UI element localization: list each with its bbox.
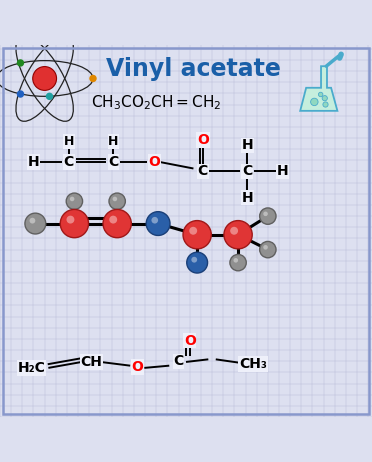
Circle shape xyxy=(260,208,276,225)
Text: CH$_3$CO$_2$CH$\mathdefault{=}$CH$_2$: CH$_3$CO$_2$CH$\mathdefault{=}$CH$_2$ xyxy=(91,93,221,112)
Circle shape xyxy=(183,220,211,249)
Circle shape xyxy=(17,90,24,98)
Text: CH: CH xyxy=(80,355,102,369)
Text: H: H xyxy=(241,190,253,205)
Text: O: O xyxy=(184,334,196,348)
Circle shape xyxy=(103,209,131,237)
Circle shape xyxy=(46,92,53,100)
Circle shape xyxy=(224,220,252,249)
Circle shape xyxy=(60,209,89,237)
Text: O: O xyxy=(148,155,160,169)
Text: C: C xyxy=(108,155,119,169)
Text: H: H xyxy=(277,164,289,178)
Circle shape xyxy=(109,216,117,224)
Polygon shape xyxy=(300,66,337,111)
Text: C: C xyxy=(64,155,74,169)
Circle shape xyxy=(29,218,35,224)
Circle shape xyxy=(318,92,323,97)
Circle shape xyxy=(323,102,328,107)
Circle shape xyxy=(263,245,268,249)
Circle shape xyxy=(67,216,74,224)
Text: H: H xyxy=(108,135,119,148)
Circle shape xyxy=(17,59,24,67)
Text: Vinyl acetate: Vinyl acetate xyxy=(106,57,281,81)
Circle shape xyxy=(260,242,276,258)
Text: H: H xyxy=(28,155,39,169)
Circle shape xyxy=(146,212,170,236)
Circle shape xyxy=(263,212,268,216)
Text: C: C xyxy=(198,164,208,178)
Circle shape xyxy=(66,193,83,209)
Circle shape xyxy=(230,227,238,235)
Circle shape xyxy=(191,257,197,262)
Circle shape xyxy=(187,252,208,273)
Text: H: H xyxy=(241,139,253,152)
Text: C: C xyxy=(173,354,184,368)
Text: C: C xyxy=(242,164,253,178)
Circle shape xyxy=(25,213,46,234)
Circle shape xyxy=(70,197,74,201)
Circle shape xyxy=(109,193,125,209)
Circle shape xyxy=(322,96,327,101)
Text: O: O xyxy=(197,133,209,147)
Text: O: O xyxy=(132,360,144,374)
Circle shape xyxy=(151,217,158,224)
Text: H: H xyxy=(64,135,74,148)
Text: H₂C: H₂C xyxy=(18,361,45,375)
Text: CH₃: CH₃ xyxy=(239,357,267,371)
Circle shape xyxy=(33,67,57,91)
Circle shape xyxy=(230,255,246,271)
Circle shape xyxy=(113,197,117,201)
Circle shape xyxy=(89,75,97,82)
Circle shape xyxy=(189,227,197,235)
Circle shape xyxy=(311,98,318,106)
Circle shape xyxy=(234,258,238,262)
